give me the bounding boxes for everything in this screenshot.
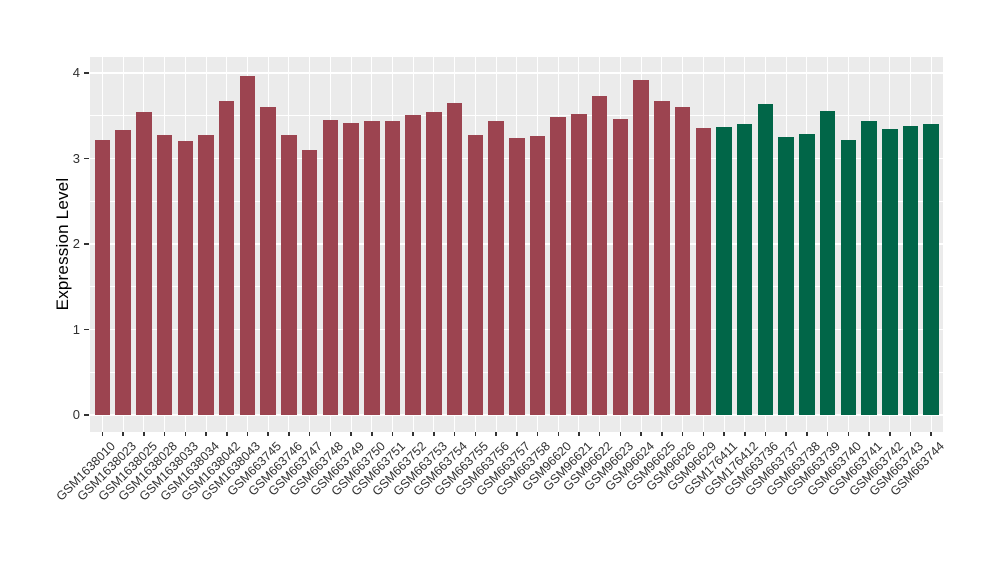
x-tick-mark xyxy=(806,432,808,436)
bar xyxy=(198,134,214,415)
bar xyxy=(509,138,525,415)
x-tick-mark xyxy=(744,432,746,436)
bar xyxy=(736,124,753,415)
x-tick-mark xyxy=(681,432,684,436)
bar xyxy=(757,103,774,415)
bar xyxy=(467,134,484,415)
y-tick-mark xyxy=(84,157,89,160)
y-tick-label: 4 xyxy=(72,65,80,80)
bar xyxy=(364,120,380,415)
bar xyxy=(674,107,691,415)
x-tick-mark xyxy=(536,432,539,436)
x-tick-mark xyxy=(640,432,642,436)
bar xyxy=(281,135,297,415)
bar xyxy=(550,116,566,415)
bar xyxy=(778,137,794,415)
x-tick-mark xyxy=(205,432,207,436)
x-tick-mark xyxy=(226,432,228,436)
bar xyxy=(882,128,898,415)
x-tick-mark xyxy=(847,432,850,436)
bar xyxy=(799,133,815,415)
bar xyxy=(446,102,463,415)
bar xyxy=(343,123,359,415)
x-tick-mark xyxy=(391,432,394,436)
x-tick-mark xyxy=(868,432,870,436)
bar xyxy=(571,114,587,415)
y-tick-mark xyxy=(84,328,89,331)
x-tick-mark xyxy=(889,432,891,436)
x-tick-mark xyxy=(122,432,124,436)
x-tick-mark xyxy=(101,432,104,436)
x-tick-mark xyxy=(371,432,373,436)
bar xyxy=(405,114,421,415)
x-tick-mark xyxy=(288,432,290,436)
x-tick-mark xyxy=(495,432,497,436)
bar xyxy=(840,139,857,415)
bar xyxy=(923,124,939,415)
x-tick-mark xyxy=(785,432,787,436)
bar xyxy=(529,136,546,415)
x-tick-mark xyxy=(267,432,269,436)
x-tick-mark xyxy=(826,432,829,436)
x-tick-mark xyxy=(516,432,518,436)
bar xyxy=(488,120,504,415)
x-tick-mark xyxy=(184,432,186,436)
y-tick-mark xyxy=(84,72,89,74)
x-tick-mark xyxy=(163,432,166,436)
x-tick-mark xyxy=(433,432,435,436)
bar xyxy=(322,120,339,415)
x-tick-mark xyxy=(909,432,912,436)
y-tick-mark xyxy=(84,414,89,416)
x-tick-mark xyxy=(598,432,601,436)
x-tick-mark xyxy=(557,432,559,436)
y-tick-label: 0 xyxy=(72,407,80,422)
x-tick-mark xyxy=(578,432,580,436)
y-tick-label: 3 xyxy=(72,150,80,166)
x-tick-mark xyxy=(702,432,704,436)
x-tick-mark xyxy=(453,432,456,436)
x-tick-mark xyxy=(329,432,332,436)
bar xyxy=(177,140,194,415)
x-tick-mark xyxy=(930,432,932,436)
y-tick-label: 1 xyxy=(72,321,80,337)
bar xyxy=(239,75,256,415)
x-tick-mark xyxy=(246,432,249,436)
bar xyxy=(260,107,276,415)
x-tick-mark xyxy=(723,432,725,436)
bar xyxy=(612,119,629,415)
x-tick-mark xyxy=(412,432,414,436)
x-tick-mark xyxy=(764,432,767,436)
bar xyxy=(115,130,131,415)
x-tick-mark xyxy=(350,432,352,436)
bar xyxy=(136,111,152,415)
bar xyxy=(426,112,442,415)
bar xyxy=(591,96,608,415)
x-tick-mark xyxy=(308,432,311,436)
x-tick-mark xyxy=(661,432,663,436)
bar xyxy=(156,134,173,415)
bar xyxy=(633,79,649,415)
x-tick-mark xyxy=(474,432,477,436)
x-tick-mark xyxy=(143,432,145,436)
x-tick-mark xyxy=(619,432,622,436)
plot-panel xyxy=(90,57,943,432)
bar xyxy=(218,101,235,415)
bar xyxy=(94,139,111,415)
bar xyxy=(301,149,318,415)
y-tick-label: 2 xyxy=(72,236,80,251)
bar xyxy=(654,101,670,415)
bar xyxy=(384,120,401,415)
bar xyxy=(861,120,877,415)
bar xyxy=(695,127,712,415)
bar xyxy=(902,126,919,415)
bar xyxy=(819,110,836,415)
bar xyxy=(716,126,732,415)
y-tick-mark xyxy=(84,243,89,245)
